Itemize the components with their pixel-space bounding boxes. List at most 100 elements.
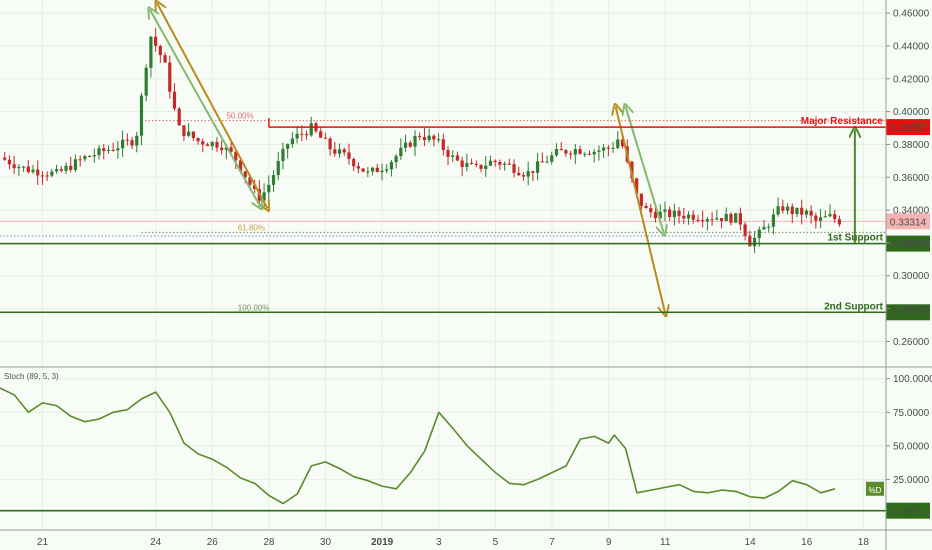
candle-body [73, 159, 78, 170]
candle-body [267, 184, 271, 193]
candle-body [422, 137, 427, 141]
stoch-d-badge-bg [866, 481, 884, 496]
candle-body [319, 131, 323, 138]
candle-body [517, 172, 521, 176]
candle-body [3, 157, 7, 160]
date-tick-label: 21 [37, 537, 49, 548]
candle-body [83, 156, 87, 160]
candle-body [295, 133, 299, 139]
candle-body [139, 95, 144, 136]
support-resistance-levels: Major Resistance 1st Support 2nd Support 0.… [0, 116, 930, 321]
candle-body [323, 137, 327, 139]
candle-body [569, 153, 573, 155]
candle-body [677, 210, 681, 216]
first-support-label: 1st Support [827, 233, 883, 244]
stochastic-panel: 100.0000 75.0000 50.0000 25.0000 Stoch (89, … [0, 372, 932, 519]
candle-body [111, 149, 115, 151]
candle-body [757, 229, 761, 239]
candle-body [526, 171, 530, 177]
price-tick-label: 0.32000 [893, 238, 930, 249]
candle-body [7, 159, 12, 165]
candle-body [785, 206, 790, 211]
candle-body [469, 162, 474, 164]
price-tick-label: 0.40000 [893, 107, 930, 118]
candle-body [102, 148, 106, 152]
candle-body [644, 205, 648, 209]
date-tick-label: 2019 [371, 537, 394, 548]
candle-body [771, 214, 776, 227]
candle-body [130, 140, 134, 146]
candle-body [512, 164, 516, 173]
candle-body [738, 213, 742, 225]
date-tick-label: 14 [745, 537, 757, 548]
stoch-title: Stoch (89, 5, 3) [4, 372, 59, 381]
candle-body [135, 135, 139, 146]
candle-body [460, 160, 464, 168]
candle-body [507, 163, 511, 165]
candle-body [781, 206, 785, 211]
candle-body [479, 164, 483, 169]
candle-body [696, 219, 700, 221]
candle-body [333, 149, 337, 154]
candle-body [729, 213, 733, 223]
stoch-tick-label: 25.0000 [893, 475, 930, 486]
candle-body [540, 161, 544, 163]
date-tick-label: 28 [263, 537, 275, 548]
candle-body [12, 164, 16, 169]
candle-body [69, 165, 73, 170]
candle-body [144, 67, 148, 96]
stoch-tick-label: 100.0000 [893, 374, 932, 385]
candle-body [418, 136, 422, 138]
candle-body [776, 206, 780, 215]
candle-body [210, 141, 214, 147]
candle-body [455, 155, 460, 161]
candle-body [78, 159, 82, 161]
price-tick-label: 0.44000 [893, 41, 930, 52]
major-resistance-label: Major Resistance [801, 116, 884, 127]
candle-body [795, 207, 799, 215]
price-tick-label: 0.28000 [893, 304, 930, 315]
candle-body [45, 175, 49, 177]
candle-body [116, 148, 120, 151]
candle-body [804, 210, 809, 215]
candle-body [352, 159, 356, 167]
candle-body [790, 206, 794, 215]
date-tick-label: 16 [801, 537, 813, 548]
stoch-level-badge-bg [886, 502, 930, 519]
candle-body [554, 149, 559, 156]
candle-body [347, 152, 351, 160]
candle-body [484, 165, 488, 169]
candle-body [290, 138, 294, 145]
candle-body [653, 212, 658, 219]
date-tick-label: 26 [207, 537, 219, 548]
major-resistance-price-badge-bg [886, 119, 930, 136]
candle-body [578, 149, 582, 154]
candle-body [818, 217, 823, 221]
candle-body [92, 155, 96, 157]
price-tick-label: 0.42000 [893, 74, 930, 85]
candle-body [710, 219, 714, 221]
stoch-tick-label: 50.0000 [893, 441, 930, 452]
candle-body [719, 218, 724, 221]
candle-body [413, 136, 417, 147]
candle-body [823, 216, 827, 218]
candle-body [408, 142, 412, 147]
candle-body [427, 135, 431, 141]
stoch-level-badge: 1.6451 [893, 507, 924, 518]
candle-body [88, 156, 92, 158]
candle-body [767, 226, 771, 228]
candle-body [342, 149, 346, 153]
date-tick-label: 18 [858, 537, 870, 548]
candle-body [436, 139, 441, 141]
candle-body [715, 218, 719, 220]
stoch-tick-label: 75.0000 [893, 408, 930, 419]
candle-body [465, 162, 469, 168]
candle-body [163, 55, 167, 63]
candle-body [300, 133, 304, 135]
candle-body [328, 138, 332, 150]
candle-body [21, 166, 26, 168]
candle-body [389, 162, 394, 170]
date-tick-label: 7 [549, 537, 555, 548]
candle-body [271, 175, 276, 185]
candle-body [394, 156, 398, 163]
